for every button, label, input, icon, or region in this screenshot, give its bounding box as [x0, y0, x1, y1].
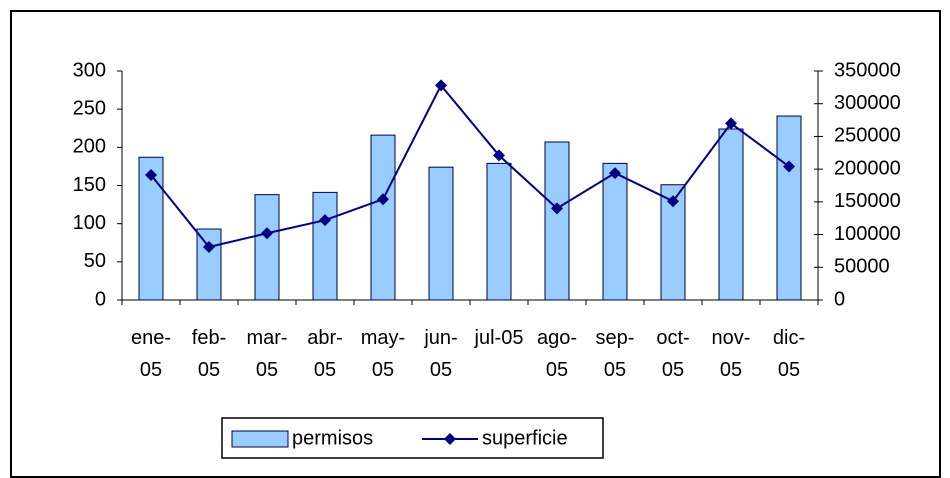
bar — [718, 128, 744, 301]
x-tick-label-box: nov-05 — [711, 327, 751, 381]
x-tick-label: jun-05 — [424, 327, 458, 381]
x-tick-label-box: ago-05 — [536, 327, 578, 381]
y-tick-label: 0 — [95, 288, 106, 310]
marker — [551, 202, 563, 215]
legend-marker — [444, 433, 456, 445]
bar — [776, 115, 802, 301]
bar — [486, 162, 512, 301]
marker — [261, 227, 273, 240]
legend-swatch — [231, 430, 289, 448]
bar — [602, 162, 628, 301]
x-tick-label: ene-05 — [130, 327, 172, 381]
x-tick-label-box: jul-05 — [474, 327, 524, 349]
x-tick-label-box: oct-05 — [656, 327, 690, 381]
y-tick-label: 200 — [73, 136, 106, 158]
marker — [203, 241, 215, 254]
marker — [435, 79, 447, 92]
x-tick-label-box: ene-05 — [130, 327, 172, 381]
x-tick-label: jul-05 — [474, 327, 524, 349]
x-tick-label-box: sep-05 — [595, 327, 635, 381]
x-tick-label-box: dic-05 — [772, 327, 806, 381]
bar — [312, 191, 338, 301]
bar — [254, 194, 280, 301]
y-tick-label: 100 — [73, 212, 106, 234]
marker — [609, 167, 621, 180]
marker — [493, 149, 505, 162]
bar — [138, 156, 164, 301]
y-tick-label: 250 — [73, 97, 106, 119]
y2-tick-label: 150000 — [834, 190, 901, 212]
x-tick-label: abr-05 — [307, 327, 343, 381]
x-tick-label: ago-05 — [536, 327, 578, 381]
marker — [319, 214, 331, 227]
bar — [544, 141, 570, 301]
legend-label: superficie — [482, 427, 568, 449]
y2-tick-label: 100000 — [834, 223, 901, 245]
bar — [196, 228, 222, 301]
y2-tick-label: 300000 — [834, 92, 901, 114]
marker — [377, 193, 389, 206]
x-tick-label-box: mar-05 — [246, 327, 288, 381]
x-tick-label: oct-05 — [656, 327, 690, 381]
y2-tick-label: 0 — [834, 288, 845, 310]
x-tick-label: may-05 — [360, 327, 406, 381]
y-tick-label: 300 — [73, 59, 106, 81]
x-tick-label-box: may-05 — [360, 327, 406, 381]
y2-tick-label: 200000 — [834, 157, 901, 179]
marker — [667, 195, 679, 208]
marker — [145, 169, 157, 182]
x-tick-label-box: jun-05 — [424, 327, 458, 381]
y2-tick-label: 350000 — [834, 59, 901, 81]
x-tick-label-box: abr-05 — [307, 327, 343, 381]
line — [150, 83, 790, 249]
bar — [370, 134, 396, 301]
y-tick-label: 50 — [84, 250, 106, 272]
legend-label: permisos — [292, 427, 373, 449]
x-tick-label: feb-05 — [191, 327, 227, 381]
x-tick-label: nov-05 — [711, 327, 751, 381]
x-tick-label-box: feb-05 — [191, 327, 227, 381]
x-tick-label: dic-05 — [772, 327, 806, 381]
bar — [428, 166, 454, 301]
marker — [783, 160, 795, 173]
y2-tick-label: 250000 — [834, 125, 901, 147]
y2-tick-label: 50000 — [834, 256, 890, 278]
marker — [725, 117, 737, 130]
y-tick-label: 150 — [73, 174, 106, 196]
x-tick-label: mar-05 — [246, 327, 288, 381]
x-tick-label: sep-05 — [595, 327, 635, 381]
